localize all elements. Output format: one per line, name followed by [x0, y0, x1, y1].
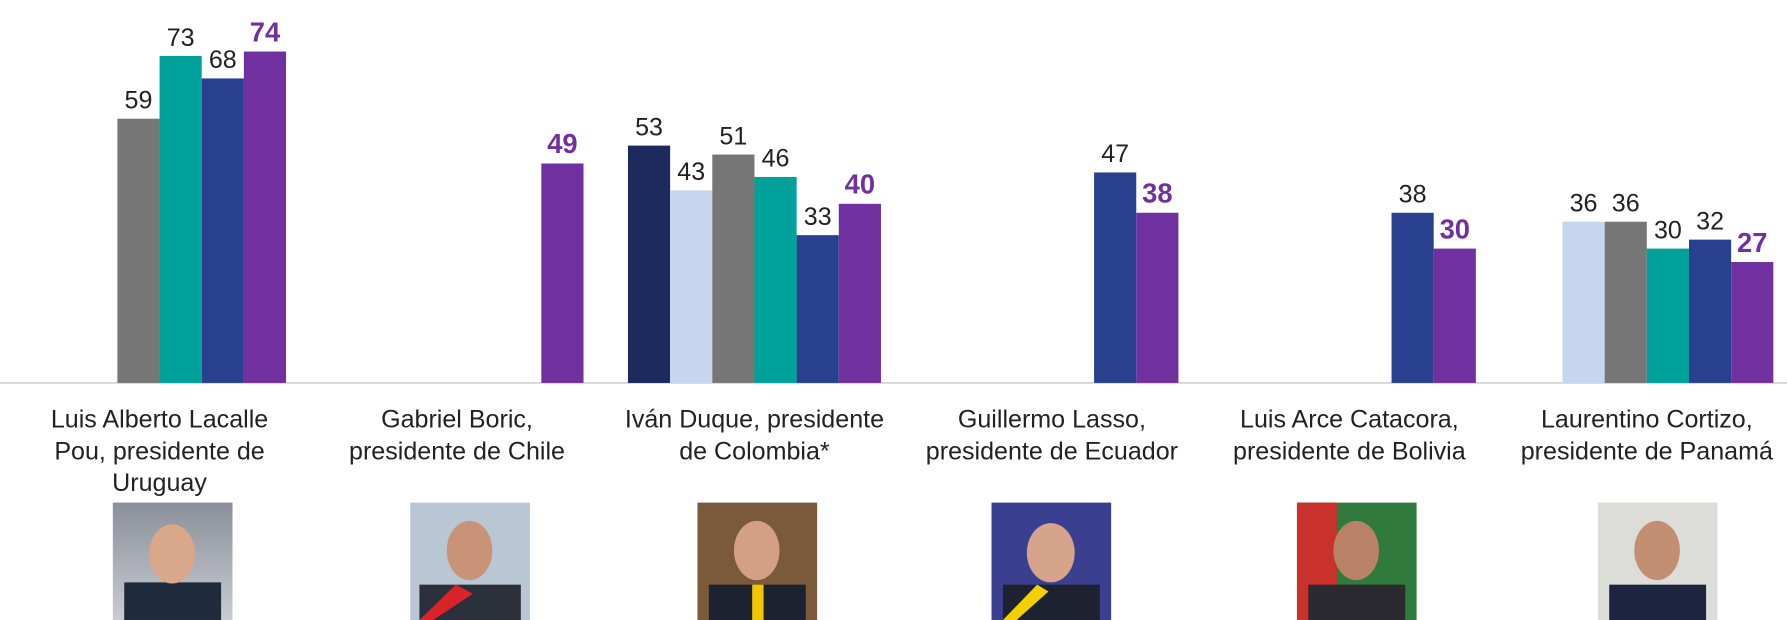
value-label: 36 — [1612, 189, 1640, 217]
value-label: 40 — [845, 169, 875, 200]
photos — [112, 502, 1718, 620]
bar — [754, 176, 797, 383]
bar — [796, 235, 839, 383]
photo — [410, 502, 530, 620]
bar — [838, 203, 881, 383]
category-label: Gabriel Boric, — [381, 405, 533, 433]
value-label: 43 — [677, 158, 705, 186]
photo — [991, 502, 1112, 620]
bar — [243, 51, 287, 383]
bar — [1433, 248, 1476, 383]
category-label: Luis Alberto Lacalle — [51, 405, 268, 433]
category-label: Iván Duque, presidente — [625, 405, 884, 433]
bar — [1391, 212, 1434, 383]
category-label: Pou, presidente de — [54, 437, 264, 465]
category-label: Guillermo Lasso, — [958, 405, 1146, 433]
value-label: 30 — [1440, 213, 1470, 244]
bar — [1688, 239, 1732, 383]
bar — [1094, 172, 1137, 383]
value-label: 27 — [1737, 227, 1767, 258]
value-label: 30 — [1654, 216, 1682, 244]
bar — [159, 56, 202, 383]
bar — [1136, 212, 1179, 383]
value-label: 32 — [1696, 207, 1724, 235]
photo — [697, 502, 818, 620]
category-label: presidente de Ecuador — [926, 437, 1178, 465]
value-label: 33 — [804, 203, 832, 231]
bar — [201, 78, 244, 383]
value-label: 46 — [762, 145, 790, 173]
bar — [1562, 221, 1605, 383]
bar — [117, 118, 160, 383]
category-label: presidente de Panamá — [1521, 437, 1773, 465]
value-label: 38 — [1399, 181, 1427, 209]
category-label: de Colombia* — [679, 437, 830, 465]
value-label: 68 — [209, 46, 237, 74]
value-label: 49 — [547, 128, 577, 159]
category-label: Laurentino Cortizo, — [1541, 405, 1753, 433]
bar — [1646, 248, 1689, 383]
bar — [670, 190, 713, 383]
value-label: 74 — [250, 16, 281, 47]
photo — [112, 502, 233, 620]
category-label: Uruguay — [112, 469, 207, 497]
value-label: 36 — [1570, 189, 1598, 217]
bar — [1604, 221, 1647, 383]
value-label: 59 — [125, 86, 153, 114]
value-label: 73 — [167, 24, 195, 52]
photo — [1296, 502, 1417, 620]
value-label: 51 — [719, 122, 747, 150]
bar — [712, 154, 755, 383]
photo — [1597, 502, 1718, 620]
category-label: presidente de Chile — [349, 437, 565, 465]
value-label: 47 — [1101, 140, 1129, 168]
category-label: Luis Arce Catacora, — [1240, 405, 1459, 433]
bar — [1731, 262, 1774, 383]
category-label: presidente de Bolivia — [1233, 437, 1466, 465]
value-label: 38 — [1142, 178, 1172, 209]
bar — [541, 163, 584, 383]
value-label: 53 — [635, 113, 663, 141]
bar — [627, 145, 671, 383]
